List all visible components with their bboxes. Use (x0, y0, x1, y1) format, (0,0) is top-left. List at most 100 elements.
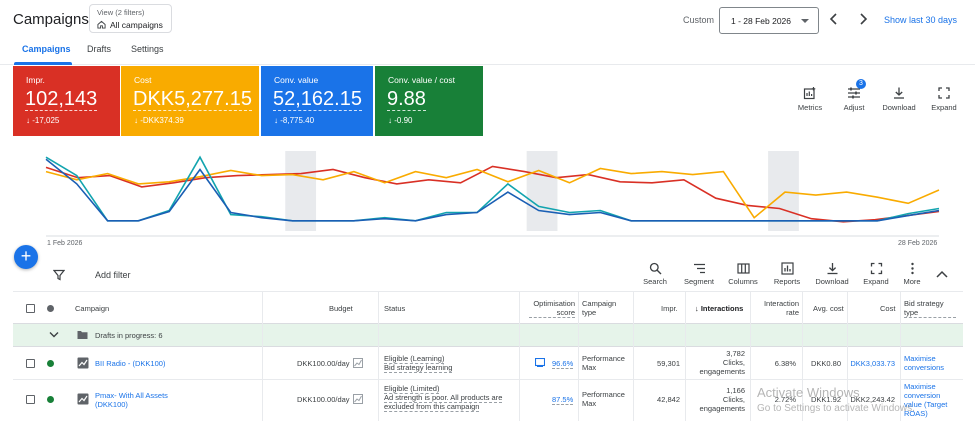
more-label: More (903, 277, 921, 286)
column-divider (519, 292, 520, 421)
drafts-label: Drafts in progress: 6 (95, 331, 163, 340)
columns-button[interactable]: Columns (723, 262, 763, 286)
series-line-3 (45, 158, 940, 222)
bid-strategy-line-1[interactable]: Maximise (904, 354, 936, 363)
metric-card-conv-value-cost[interactable]: Conv. value / cost 9.88 ↓ -0.90 (375, 66, 483, 136)
metric-delta: ↓ -DKK374.39 (134, 116, 184, 125)
search-button[interactable]: Search (635, 262, 675, 286)
table-expand-label: Expand (863, 277, 889, 286)
tab-settings[interactable]: Settings (131, 44, 164, 54)
col-interaction-rate[interactable]: Interaction rate (763, 299, 799, 317)
table-download-button[interactable]: Download (812, 262, 852, 286)
budget-chart-icon[interactable] (353, 358, 363, 368)
enabled-status-dot (47, 396, 54, 403)
metric-label: Conv. value / cost (388, 75, 455, 85)
col-campaign-type[interactable]: Campaign type (582, 299, 617, 317)
table-download-label: Download (815, 277, 849, 286)
col-cost[interactable]: Cost (880, 304, 896, 313)
weekend-shade-1 (526, 151, 558, 231)
adjust-button[interactable]: 3 Adjust (833, 79, 875, 116)
campaigns-table: Campaign Budget Status Optimisation scor… (13, 292, 963, 421)
recommendation-icon[interactable] (535, 358, 545, 367)
campaign-name-link[interactable]: BII Radio - (DKK100) (95, 359, 166, 368)
col-interactions[interactable]: ↓ Interactions (695, 304, 743, 313)
bid-strategy-line-3[interactable]: value (Target (904, 400, 948, 409)
chevron-left-icon[interactable] (826, 11, 842, 27)
view-selector[interactable]: View (2 filters) All campaigns (89, 4, 172, 33)
row-checkbox[interactable] (26, 395, 35, 404)
select-all-checkbox[interactable] (26, 304, 35, 313)
impr-value: 59,301 (657, 359, 680, 368)
col-budget[interactable]: Budget (329, 304, 353, 313)
optimisation-score-value[interactable]: 87.5% (552, 395, 574, 405)
download-icon (894, 87, 904, 99)
impr-value: 42,842 (657, 395, 680, 404)
segment-button[interactable]: Segment (679, 262, 719, 286)
show-last-30-days-link[interactable]: Show last 30 days (884, 15, 958, 25)
home-icon (97, 20, 106, 29)
search-label: Search (643, 277, 667, 286)
search-icon (649, 262, 661, 275)
interactions-type-2: engagements (699, 404, 745, 413)
reports-button[interactable]: Reports (767, 262, 807, 286)
bid-strategy-line-1[interactable]: Maximise (904, 382, 936, 391)
col-bid-strategy-type[interactable]: Bid strategy type (904, 299, 956, 318)
metric-delta-value: -17,025 (32, 116, 60, 125)
col-optimisation-score[interactable]: Optimisation score (529, 299, 575, 318)
metrics-button[interactable]: Metrics (789, 86, 831, 116)
metric-label: Cost (134, 75, 152, 85)
table-expand-button[interactable]: Expand (856, 262, 896, 286)
create-campaign-button[interactable]: + (14, 245, 38, 269)
filter-icon[interactable] (53, 269, 65, 281)
table-header: Campaign Budget Status Optimisation scor… (13, 292, 963, 324)
campaign-type-line-2: Max (582, 363, 597, 372)
metric-card-impressions[interactable]: Impr. 102,143 ↓ -17,025 (13, 66, 120, 136)
campaign-name-link[interactable]: Pmax- With All Assets (95, 391, 168, 400)
chevron-right-icon[interactable] (855, 11, 871, 27)
row-checkbox[interactable] (26, 359, 35, 368)
expand-button[interactable]: Expand (923, 86, 965, 116)
windows-activation-watermark-title: Activate Windows (757, 385, 860, 400)
metric-delta-value: -8,775.40 (280, 116, 315, 125)
campaign-name-link-line-2[interactable]: (DKK100) (95, 400, 128, 409)
tune-icon (848, 87, 860, 99)
budget-chart-icon[interactable] (353, 394, 363, 404)
status-line-2: Bid strategy learning (384, 363, 453, 373)
bid-strategy-line-4[interactable]: ROAS) (904, 409, 928, 418)
bid-strategy-line-2[interactable]: conversion (904, 391, 941, 400)
chevron-down-icon[interactable] (49, 331, 59, 339)
segment-label: Segment (683, 277, 715, 286)
metric-delta: ↓ -0.90 (388, 116, 413, 125)
arrow-down-icon: ↓ (695, 304, 701, 313)
metric-value: 52,162.15 (273, 88, 362, 111)
more-button[interactable]: More (892, 262, 932, 286)
cost-value: DKK2,243.42 (850, 395, 895, 404)
column-divider (847, 292, 848, 421)
interaction-rate-value: 2.72% (774, 395, 796, 404)
columns-icon (736, 263, 750, 274)
tab-drafts[interactable]: Drafts (87, 44, 112, 54)
status-line-1: Eligible (Learning) (384, 354, 445, 364)
cost-value[interactable]: DKK3,033.73 (850, 359, 895, 368)
col-avg-cost[interactable]: Avg. cost (813, 304, 844, 313)
tab-campaigns[interactable]: Campaigns (22, 44, 71, 54)
chevron-up-icon[interactable] (933, 266, 951, 284)
view-filters-label: View (2 filters) (97, 8, 145, 17)
bid-strategy-line-2[interactable]: conversions (904, 363, 945, 372)
col-campaign[interactable]: Campaign (75, 304, 110, 313)
folder-icon (77, 331, 88, 339)
download-button[interactable]: Download (878, 86, 920, 116)
table-row[interactable]: Pmax- With All Assets (DKK100) DKK100.00… (13, 380, 963, 421)
budget-value: DKK100.00/day (297, 395, 350, 404)
drafts-in-progress-row[interactable]: Drafts in progress: 6 (13, 324, 963, 347)
metric-card-cost[interactable]: Cost DKK5,277.15 ↓ -DKK374.39 (121, 66, 259, 136)
optimisation-score-value[interactable]: 96.6% (552, 359, 574, 369)
metric-card-conv-value[interactable]: Conv. value 52,162.15 ↓ -8,775.40 (261, 66, 373, 136)
add-filter-button[interactable]: Add filter (95, 270, 131, 280)
table-row[interactable]: BII Radio - (DKK100) DKK100.00/day Eligi… (13, 347, 963, 380)
date-range-picker[interactable]: 1 - 28 Feb 2026 (719, 7, 819, 34)
interactions-type-1: Clicks, (722, 358, 745, 367)
col-status[interactable]: Status (384, 304, 406, 313)
view-label: All campaigns (110, 20, 163, 30)
col-impr[interactable]: Impr. (661, 304, 678, 313)
